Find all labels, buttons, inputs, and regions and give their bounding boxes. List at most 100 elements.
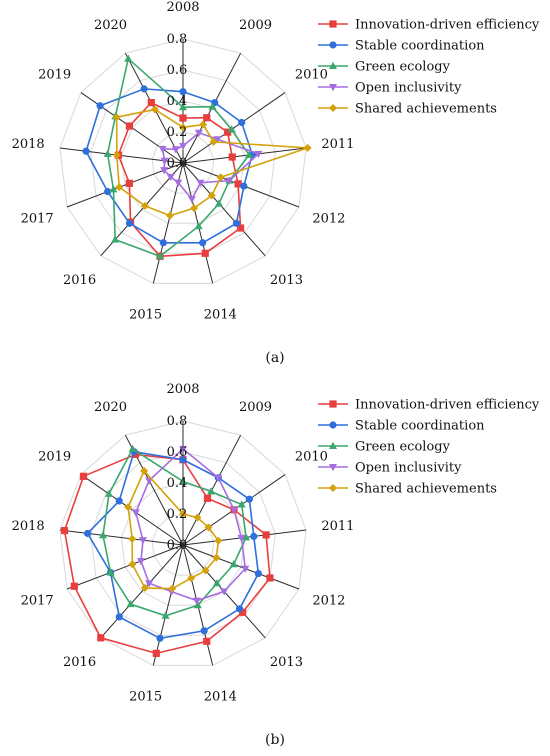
tick-label: 0.0: [167, 538, 188, 553]
legend-label: Green ecology: [355, 440, 451, 455]
series-line: [102, 447, 247, 617]
legend-label: Innovation-driven efficiency: [355, 398, 540, 413]
tick-label: 0.6: [167, 63, 188, 78]
category-label: 2009: [239, 18, 272, 33]
legend-item: Green ecology: [318, 60, 451, 75]
data-point: [115, 613, 123, 621]
data-point: [70, 582, 78, 590]
data-point: [225, 177, 234, 185]
radial-tick-labels: 0.0 0.2 0.4 0.6 0.8: [167, 414, 188, 553]
tick-label: 0.6: [167, 445, 188, 460]
legend-item: Shared achievements: [318, 102, 497, 117]
data-point: [238, 118, 246, 127]
category-label: 2010: [295, 67, 328, 82]
data-point: [136, 557, 145, 566]
radar-spoke: [182, 92, 286, 164]
legend-item: Innovation-driven efficiency: [318, 398, 540, 413]
category-label: 2019: [38, 449, 71, 464]
data-point: [147, 99, 155, 107]
data-point: [204, 523, 213, 532]
data-point: [245, 495, 253, 503]
series-shared-achievements: [112, 105, 312, 220]
data-point: [105, 489, 114, 497]
data-point: [187, 574, 196, 583]
legend: Innovation-driven efficiency Stable coord…: [318, 398, 540, 497]
category-label: 2016: [63, 655, 96, 670]
data-point: [174, 179, 183, 187]
data-point: [192, 597, 201, 605]
radar-spoke: [182, 162, 266, 257]
data-point: [179, 142, 187, 151]
data-point: [187, 196, 196, 204]
legend-label: Open inclusivity: [355, 461, 462, 476]
data-point: [237, 534, 246, 543]
category-label: 2010: [295, 449, 328, 464]
data-point: [125, 179, 133, 187]
legend: Innovation-driven efficiency Stable coord…: [318, 18, 540, 117]
radar-spoke: [100, 544, 184, 639]
data-point: [196, 179, 205, 187]
legend-item: Green ecology: [318, 440, 451, 455]
series-green-ecology: [103, 54, 254, 260]
legend-item: Open inclusivity: [318, 81, 462, 96]
category-labels: 2008 2009 2010 2011 2012 2013 2014 2015 2016 2017…: [12, 382, 355, 704]
category-label: 2018: [12, 519, 45, 534]
data-point: [115, 497, 123, 505]
radar-chart-a: 0.0 0.2 0.4 0.6 0.8 2008 2009 2010 2011 2012 2013…: [12, 0, 540, 366]
legend-label: Green ecology: [355, 60, 451, 75]
legend-item: Stable coordination: [318, 39, 485, 54]
data-point: [220, 588, 229, 596]
radar-series-group: [82, 54, 312, 260]
data-point: [239, 608, 247, 616]
category-label: 2011: [321, 519, 354, 534]
series-line: [106, 57, 251, 258]
data-point: [203, 494, 212, 502]
data-point: [97, 634, 105, 642]
data-point: [161, 611, 170, 619]
data-point: [82, 147, 90, 155]
data-point: [140, 85, 148, 93]
data-point: [160, 157, 169, 165]
data-point: [115, 183, 124, 192]
data-point: [203, 114, 211, 122]
category-label: 2011: [321, 137, 354, 152]
data-point: [140, 201, 149, 210]
data-point: [152, 649, 160, 657]
legend-item: Shared achievements: [318, 482, 497, 497]
data-point: [112, 113, 121, 122]
series-innovation-driven-efficiency: [114, 99, 245, 260]
data-point: [303, 143, 312, 152]
data-point: [208, 102, 217, 110]
data-point: [266, 574, 274, 582]
data-point: [194, 222, 203, 230]
category-label: 2020: [94, 18, 127, 33]
radar-spoke: [182, 544, 300, 590]
data-point: [201, 566, 210, 575]
legend-label: Innovation-driven efficiency: [355, 18, 540, 33]
data-point: [104, 187, 112, 196]
series-line: [117, 101, 242, 258]
data-point: [214, 474, 223, 482]
data-point: [156, 252, 165, 260]
data-point: [79, 472, 88, 480]
legend-marker: [329, 400, 337, 408]
data-point: [234, 180, 242, 188]
category-label: 2020: [94, 400, 127, 415]
data-point: [160, 167, 169, 175]
data-point: [179, 510, 187, 518]
data-point: [207, 487, 216, 495]
legend-marker: [329, 441, 337, 449]
data-point: [112, 150, 121, 159]
category-label: 2012: [312, 593, 345, 608]
series-line: [115, 108, 308, 217]
data-point: [254, 569, 262, 578]
data-point: [245, 150, 254, 158]
category-labels: 2008 2009 2010 2011 2012 2013 2014 2015 2016 2017…: [12, 0, 355, 322]
grid-ring: [90, 451, 276, 636]
data-point: [224, 128, 232, 136]
panel-label-b: (b): [265, 732, 285, 748]
legend-marker: [329, 104, 337, 112]
data-point: [241, 565, 250, 573]
grid-ring: [59, 420, 307, 666]
data-point: [106, 568, 115, 576]
